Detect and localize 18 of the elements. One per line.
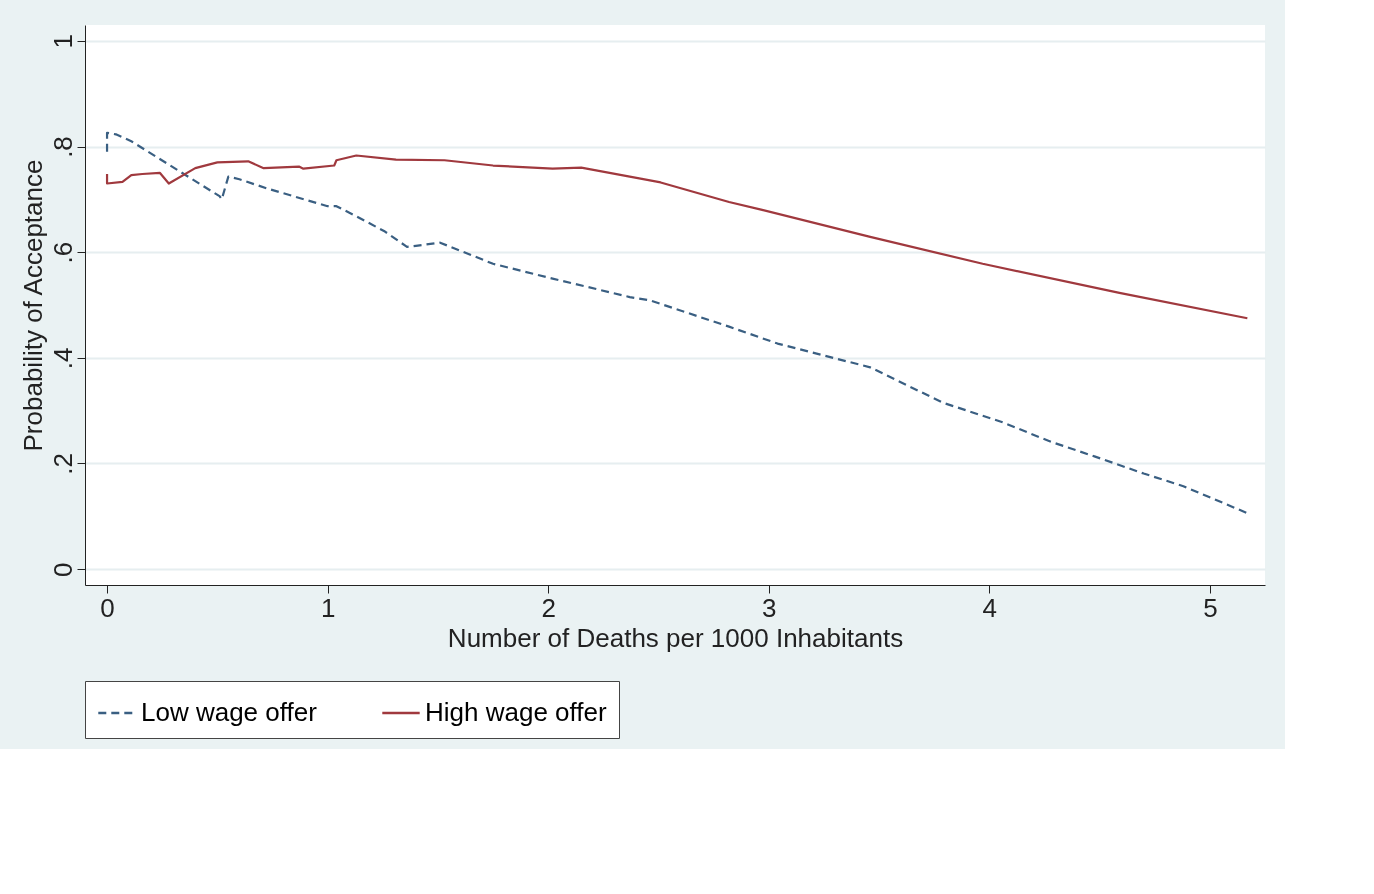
x-tick-label: 3 (762, 592, 777, 623)
legend-label: High wage offer (425, 697, 607, 727)
y-tick-label: .6 (47, 241, 78, 264)
x-tick-label: 5 (1203, 592, 1218, 623)
y-tick-label: .8 (47, 136, 78, 158)
x-tick-label: 4 (982, 592, 998, 623)
x-tick-label: 0 (100, 592, 115, 623)
legend-label: Low wage offer (141, 697, 318, 727)
y-tick-label: .2 (47, 453, 78, 475)
x-axis-title: Number of Deaths per 1000 Inhabitants (447, 622, 904, 653)
line-series (105, 131, 1249, 515)
x-tick-label: 1 (320, 592, 336, 623)
x-tick-label: 2 (541, 592, 556, 623)
y-axis-title: Probability of Acceptance (17, 159, 48, 452)
y-tick-label: 0 (47, 562, 78, 577)
y-tick-label: .4 (47, 347, 78, 370)
y-tick-label: 1 (47, 34, 78, 49)
line-series (105, 154, 1249, 320)
